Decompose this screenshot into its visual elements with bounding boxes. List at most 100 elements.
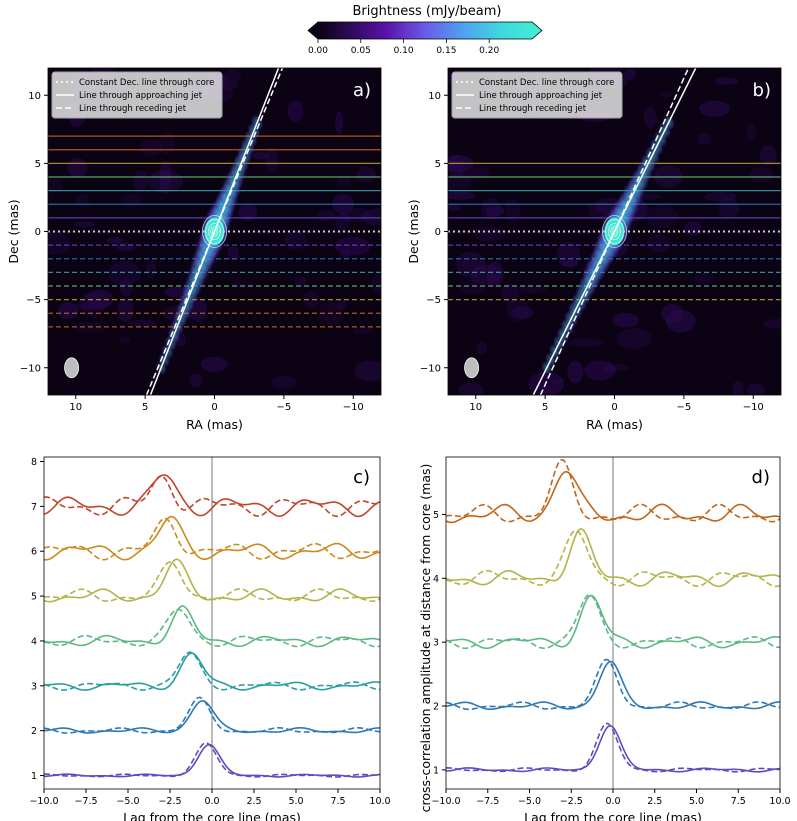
noise-patch [224,69,242,83]
y-tick-label: 6 [31,547,37,558]
noise-patch [284,231,307,250]
x-tick-label: −10 [343,402,364,413]
noise-patch [458,383,485,395]
x-tick-label: −2.5 [158,796,181,807]
y-tick-label: 1 [31,771,37,782]
noise-patch [746,123,756,141]
y-tick-label: −5 [426,295,441,306]
noise-patch [339,207,372,223]
noise-patch [749,166,773,183]
image-panel-a: Constant Dec. line through core Line thro… [6,67,382,432]
noise-patch [683,221,702,236]
colorbar-label: Brightness (mJy/beam) [353,4,502,19]
x-tick-label: −7.5 [74,796,97,807]
noise-patch [271,376,297,389]
noise-patch [120,193,143,206]
x-tick-label: 2.5 [647,796,662,807]
series-dashed-line [445,658,781,711]
noise-patch [763,318,781,329]
noise-patch [506,298,530,323]
x-tick-label: −2.5 [560,796,583,807]
noise-patch [336,175,352,187]
noise-patch [139,138,163,157]
noise-patch [699,100,730,117]
y-tick-label: 10 [28,91,41,102]
x-tick-label: 10.0 [769,796,790,807]
y-tick-label: 4 [31,636,37,647]
line-panel-d: −10.0 −7.5 −5.0 −2.5 0.0 2.5 5.0 7.5 10.0 1 2 3 4 5 La… [431,456,791,821]
series-solid-line [43,474,381,518]
y-tick-label: 3 [433,638,439,649]
y-tick-label: 5 [435,159,441,170]
noise-patch [294,276,307,287]
noise-patch [623,68,636,81]
noise-patch [643,106,657,129]
noise-patch [361,208,381,227]
noise-patch [556,241,580,268]
x-tick-label: −5.0 [116,796,139,807]
noise-patch [697,132,712,146]
series-dashed-line [43,608,381,648]
noise-patch [129,319,156,328]
y-axis-label: Dec (mas) [406,199,421,263]
noise-patch [510,307,535,319]
noise-patch [661,303,684,323]
panel-label: a) [353,80,371,101]
series-solid-line [43,605,381,648]
noise-patch [567,360,584,384]
noise-patch [646,204,679,229]
noise-patch [340,249,351,259]
legend-label: Constant Dec. line through core [479,78,614,88]
noise-patch [158,132,175,155]
noise-patch [146,259,157,279]
colorbar-tick-label: 0.20 [479,46,499,56]
beam-ellipse [464,357,479,379]
noise-patch [605,365,617,374]
noise-patch [476,341,487,355]
noise-patch [337,297,347,311]
series-solid-line [43,652,381,691]
noise-patch [584,360,616,381]
noise-patch [661,91,672,98]
x-tick-label: 7.5 [330,796,345,807]
noise-patch [562,260,579,268]
noise-patch [355,166,377,183]
series-solid-line [43,515,381,561]
receding-jet-line [145,68,284,395]
series-dashed-line [43,651,380,691]
noise-patch [746,383,765,395]
noise-patch [57,301,79,320]
x-axis-label: Lag from the core line (mas) [524,810,702,821]
legend: Constant Dec. line through core Line thro… [451,71,623,119]
x-tick-label: 0 [211,402,217,413]
series-dashed-line [43,696,381,734]
noise-patch [469,264,503,285]
noise-patch [704,191,737,202]
colorbar-tick-label: 0.10 [394,46,414,56]
colorbar-tick-label: 0.00 [308,46,328,56]
noise-patch [616,328,652,350]
x-tick-label: 5.0 [689,796,704,807]
noise-patch [457,279,488,294]
y-tick-label: 7 [31,502,37,513]
noise-patch [481,197,500,220]
approaching-jet-line [532,68,697,395]
colorbar-bar [307,21,543,40]
image-panel-b: Constant Dec. line through core Line thro… [406,67,782,432]
noise-patch [287,100,304,122]
noise-patch [732,380,744,395]
noise-patch [457,167,491,179]
noise-patch [612,313,640,328]
x-tick-label: 0.0 [605,796,620,807]
noise-patch [500,283,519,303]
noise-patch [108,260,141,286]
core-contour [202,215,227,248]
y-tick-label: 0 [35,227,41,238]
colorbar-tick-label: 0.15 [436,46,456,56]
x-tick-label: −10.0 [29,796,58,807]
x-tick-label: 2.5 [246,796,261,807]
noise-patch [74,221,95,228]
noise-patch [353,326,373,335]
panel-label: d) [752,467,770,488]
legend: Constant Dec. line through core Line thro… [51,71,223,119]
